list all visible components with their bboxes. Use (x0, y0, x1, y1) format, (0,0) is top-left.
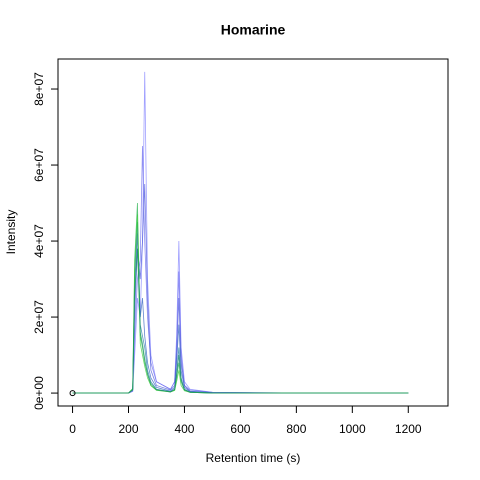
x-tick-label: 600 (230, 422, 250, 436)
trace (72, 146, 409, 394)
x-tick-label: 200 (118, 422, 138, 436)
trace (72, 248, 409, 394)
x-tick-label: 0 (69, 422, 76, 436)
trace (72, 184, 409, 394)
y-tick-label: 0e+00 (32, 376, 46, 410)
y-tick-label: 4e+07 (32, 224, 46, 258)
x-tick-label: 400 (174, 422, 194, 436)
point (69, 390, 76, 397)
x-tick-label: 1000 (339, 422, 366, 436)
x-tick-label: 800 (286, 422, 306, 436)
y-tick-label: 6e+07 (32, 148, 46, 182)
chart-title: Homarine (221, 22, 286, 38)
y-axis-label: Intensity (4, 210, 18, 255)
y-tick-label: 2e+07 (32, 300, 46, 334)
x-axis-label: Retention time (s) (206, 451, 301, 465)
y-tick-label: 8e+07 (32, 72, 46, 106)
x-tick-label: 1200 (395, 422, 422, 436)
